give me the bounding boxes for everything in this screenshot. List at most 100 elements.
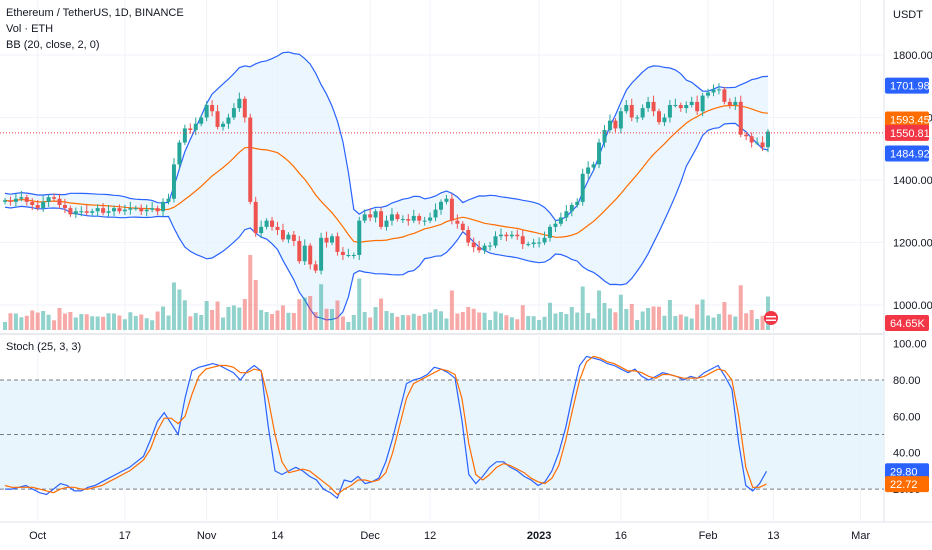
volume-bar <box>24 315 29 330</box>
volume-bar <box>504 315 509 330</box>
volume-bar <box>248 255 253 330</box>
candle-body <box>57 198 62 205</box>
candle-body <box>264 220 269 227</box>
candle-body <box>569 205 574 212</box>
candle-body <box>537 242 542 244</box>
candle-body <box>52 197 57 199</box>
volume-bar <box>569 307 574 330</box>
bollinger-basis-line <box>4 104 769 244</box>
candle-body <box>150 208 155 210</box>
volume-bar <box>8 313 13 330</box>
candle-body <box>128 208 133 210</box>
candle-body <box>215 111 220 127</box>
price-pane[interactable] <box>0 51 884 321</box>
price-tag-0-box <box>885 77 929 94</box>
volume-bar <box>73 317 78 330</box>
volume-bar <box>357 278 362 330</box>
volume-bar <box>575 312 580 330</box>
candle-body <box>313 264 318 271</box>
volume-bar <box>270 314 275 330</box>
candle-body <box>79 211 84 213</box>
volume-bar <box>351 315 356 330</box>
volume-bar <box>411 313 416 330</box>
volume-bar <box>79 314 84 330</box>
candle-body <box>248 117 253 202</box>
volume-bar <box>204 301 209 330</box>
candle-body <box>280 230 285 240</box>
volume-legend[interactable]: Vol · ETH <box>6 23 54 35</box>
volume-bar <box>221 317 225 330</box>
stochastic-legend[interactable]: Stoch (25, 3, 3) <box>6 341 82 353</box>
candle-body <box>651 101 656 112</box>
price-unit-label: USDT <box>893 9 923 21</box>
candle-body <box>575 201 580 205</box>
candle-body <box>171 164 176 199</box>
candle-body <box>161 201 166 212</box>
candle-body <box>68 208 73 215</box>
candle-body <box>613 120 618 129</box>
candle-body <box>166 198 171 202</box>
candle-body <box>700 95 705 112</box>
time-tick-label: 17 <box>119 530 131 542</box>
volume-bar <box>553 313 558 330</box>
candle-body <box>204 105 209 118</box>
time-tick-label: Mar <box>851 530 870 542</box>
candle-body <box>526 244 531 246</box>
stochastic-pane[interactable] <box>0 355 884 500</box>
volume-bar <box>537 320 542 330</box>
candle-body <box>607 120 612 130</box>
volume-bar <box>308 296 313 330</box>
volume-bar <box>482 312 487 330</box>
candle-body <box>62 205 67 209</box>
candle-body <box>379 211 384 227</box>
volume-bar <box>722 302 727 330</box>
volume-bar <box>678 314 683 330</box>
volume-bar <box>629 304 634 330</box>
candle-body <box>706 92 711 96</box>
candle-body <box>744 134 749 137</box>
volume-bar <box>155 311 160 330</box>
candle-body <box>73 211 78 215</box>
volume-bar <box>52 320 57 330</box>
candle-body <box>308 245 313 265</box>
candle-body <box>531 242 536 245</box>
volume-bar <box>444 318 449 330</box>
price-tick-label: 1200.00 <box>893 238 932 250</box>
candle-body <box>580 173 585 202</box>
candle-body <box>439 201 443 210</box>
volume-bar <box>586 313 591 330</box>
stochastic-tag-0-box <box>885 463 929 480</box>
volume-bar <box>684 316 689 330</box>
volume-bar <box>646 308 651 330</box>
candle-body <box>199 117 204 124</box>
bollinger-lower-line <box>4 122 769 321</box>
candle-body <box>428 217 433 221</box>
candle-body <box>95 208 100 212</box>
volume-bar <box>264 312 269 330</box>
volume-bar <box>62 313 67 330</box>
candle-body <box>101 208 106 213</box>
bollinger-legend[interactable]: BB (20, close, 2, 0) <box>6 39 100 51</box>
candle-body <box>357 220 362 255</box>
volume-bar <box>542 316 547 330</box>
candle-body <box>640 108 645 118</box>
volume-bar <box>280 305 285 330</box>
candle-body <box>182 128 187 143</box>
time-tick-label: Nov <box>197 530 217 542</box>
volume-bar <box>488 320 493 330</box>
candle-body <box>646 101 651 109</box>
volume-bar <box>101 316 106 330</box>
symbol-title[interactable]: Ethereum / TetherUS, 1D, BINANCE <box>6 7 184 19</box>
candle-body <box>466 230 471 243</box>
candle-body <box>319 237 324 271</box>
volume-bar <box>662 315 667 330</box>
volume-bar <box>117 315 122 330</box>
volume-bar <box>161 306 166 330</box>
volume-bar <box>41 311 46 330</box>
volume-bar <box>199 315 204 330</box>
time-tick-label: 13 <box>767 530 779 542</box>
volume-bar <box>340 316 345 330</box>
volume-bar <box>727 314 732 330</box>
